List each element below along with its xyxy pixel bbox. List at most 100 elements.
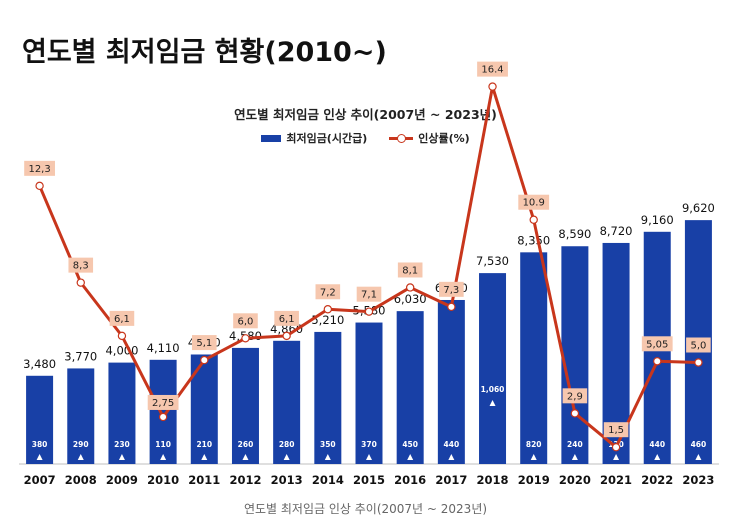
rate-label-box bbox=[686, 337, 711, 353]
x-tick-label: 2021 bbox=[600, 473, 632, 487]
bar bbox=[561, 246, 589, 464]
increase-amount-label: 350 bbox=[320, 440, 336, 449]
chart-caption: 연도별 최저임금 인상 추이(2007년 ~ 2023년) bbox=[243, 502, 488, 516]
increase-triangle bbox=[407, 454, 414, 460]
rate-label: 7,2 bbox=[320, 287, 336, 298]
bar-value-label: 8,350 bbox=[517, 233, 550, 247]
x-tick-label: 2022 bbox=[641, 473, 673, 487]
rate-label: 6,1 bbox=[279, 314, 295, 325]
data-point bbox=[653, 357, 662, 366]
data-point bbox=[282, 331, 291, 341]
bar-value-label: 6,030 bbox=[394, 292, 427, 306]
legend-bar-label: 최저임금(시간급) bbox=[286, 132, 368, 145]
bar-value-label: 9,620 bbox=[682, 201, 715, 215]
legend-item-line: 인상률(%) bbox=[389, 130, 470, 146]
increase-triangle bbox=[366, 454, 372, 460]
rate-label: 1,5 bbox=[608, 425, 624, 436]
increase-amount-label: 440 bbox=[649, 440, 665, 449]
x-tick-label: 2016 bbox=[394, 473, 426, 487]
page-title: 연도별 최저임금 현황(2010~) bbox=[22, 37, 387, 68]
bar bbox=[67, 368, 95, 464]
data-point bbox=[35, 181, 44, 191]
x-tick-label: 2020 bbox=[559, 473, 591, 487]
x-tick-label: 2014 bbox=[312, 473, 344, 487]
data-point bbox=[447, 302, 456, 312]
rate-label-box bbox=[397, 262, 423, 278]
bar bbox=[231, 347, 259, 464]
data-point bbox=[488, 82, 497, 91]
rate-label: 7,3 bbox=[443, 285, 459, 296]
rate-label: 2,75 bbox=[152, 398, 174, 409]
bar-value-label: 4,110 bbox=[147, 341, 180, 355]
rate-label-box bbox=[356, 286, 382, 302]
data-point bbox=[323, 305, 333, 314]
bar-value-label: 5,210 bbox=[311, 313, 344, 327]
data-point bbox=[405, 283, 415, 292]
bar bbox=[149, 359, 177, 464]
data-point bbox=[694, 358, 703, 367]
increase-amount-label: 380 bbox=[32, 440, 48, 449]
increase-amount-label: 1,060 bbox=[481, 385, 505, 394]
bar-value-label: 7,530 bbox=[476, 254, 509, 268]
increase-amount-label: 450 bbox=[402, 440, 418, 449]
bar bbox=[26, 375, 54, 464]
data-point bbox=[364, 307, 374, 316]
bar bbox=[314, 331, 342, 464]
bar bbox=[479, 273, 507, 464]
rate-label-box bbox=[477, 61, 508, 77]
rate-label: 5,1 bbox=[196, 338, 212, 349]
data-point bbox=[529, 215, 538, 224]
bar bbox=[108, 362, 136, 464]
increase-triangle bbox=[242, 454, 249, 460]
rate-label: 2,9 bbox=[567, 391, 583, 402]
x-tick-label: 2011 bbox=[188, 473, 220, 487]
increase-triangle bbox=[118, 454, 125, 460]
increase-amount-label: 290 bbox=[73, 440, 89, 449]
bar-value-label: 3,480 bbox=[23, 357, 56, 371]
legend-bar-swatch bbox=[261, 134, 282, 142]
bar bbox=[437, 299, 465, 464]
rate-label: 6,1 bbox=[114, 314, 130, 325]
x-tick-label: 2012 bbox=[229, 473, 261, 487]
legend-line-swatch bbox=[389, 133, 414, 143]
bar bbox=[520, 252, 548, 464]
x-tick-label: 2010 bbox=[147, 473, 179, 487]
increase-amount-label: 110 bbox=[155, 440, 171, 449]
data-point bbox=[200, 355, 209, 365]
rate-label-box bbox=[641, 336, 673, 352]
data-point bbox=[611, 443, 621, 452]
x-tick-label: 2023 bbox=[682, 473, 714, 487]
rate-label: 10.9 bbox=[523, 198, 545, 209]
data-point bbox=[117, 331, 127, 341]
rate-label: 8,3 bbox=[73, 261, 89, 272]
rate-label-box bbox=[233, 313, 258, 329]
rate-label-box bbox=[603, 422, 629, 438]
rate-label: 12,3 bbox=[28, 164, 50, 175]
rate-label: 16.4 bbox=[481, 65, 503, 76]
rate-label: 6,0 bbox=[238, 316, 254, 327]
increase-amount-label: 230 bbox=[114, 440, 130, 449]
increase-triangle bbox=[571, 454, 578, 460]
x-tick-label: 2018 bbox=[477, 473, 509, 487]
rate-label-box bbox=[518, 194, 550, 210]
increase-amount-label: 260 bbox=[238, 440, 254, 449]
increase-amount-label: 820 bbox=[526, 440, 542, 449]
legend-line-label: 인상률(%) bbox=[418, 132, 470, 145]
increase-amount-label: 460 bbox=[691, 440, 707, 449]
increase-amount-label: 240 bbox=[567, 440, 583, 449]
rate-label-box bbox=[315, 284, 341, 300]
data-point bbox=[241, 334, 250, 343]
increase-triangle bbox=[654, 454, 661, 460]
increase-amount-label: 440 bbox=[444, 440, 460, 449]
bar bbox=[355, 322, 383, 464]
bar-value-label: 3,770 bbox=[64, 349, 97, 363]
chart-title: 연도별 최저임금 인상 추이(2007년 ~ 2023년) bbox=[234, 107, 497, 122]
rate-label: 8,1 bbox=[402, 265, 418, 276]
rate-label-box bbox=[439, 281, 464, 297]
increase-amount-label: 210 bbox=[196, 440, 212, 449]
x-tick-label: 2013 bbox=[271, 473, 303, 487]
x-tick-label: 2009 bbox=[106, 473, 138, 487]
x-tick-label: 2015 bbox=[353, 473, 385, 487]
increase-triangle bbox=[77, 454, 84, 460]
